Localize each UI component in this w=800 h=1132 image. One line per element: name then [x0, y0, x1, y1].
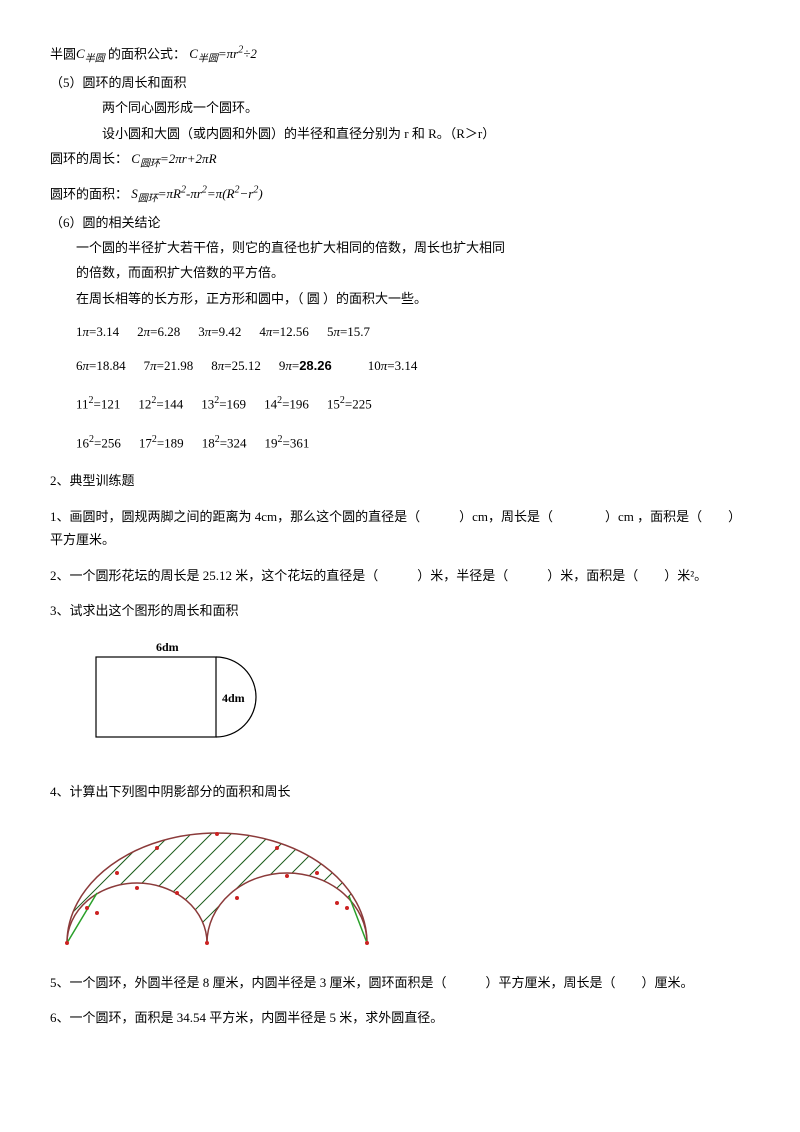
sec6-l3: 在周长相等的长方形，正方形和圆中，（ 圆 ）的面积大一些。: [50, 287, 750, 310]
sym: C半圆: [76, 46, 105, 61]
square-value: 132=169: [201, 392, 246, 416]
semicircle-formula: 半圆C半圆 的面积公式： C半圆=πr2÷2: [50, 42, 750, 69]
pi-value: 3π=9.42: [198, 320, 241, 343]
q3-diagram: 6dm 4dm: [76, 637, 750, 764]
square-value: 152=225: [327, 392, 372, 416]
squares-row-1: 112=121 122=144 132=169 142=196 152=225: [76, 392, 750, 416]
sec6-l1: 一个圆的半径扩大若干倍，则它的直径也扩大相同的倍数，周长也扩大相同: [50, 236, 750, 259]
question-5: 5、一个圆环，外圆半径是 8 厘米，内圆半径是 3 厘米，圆环面积是（ ）平方厘…: [50, 971, 750, 994]
question-3: 3、试求出这个图形的周长和面积: [50, 599, 750, 622]
text: 的面积公式：: [108, 46, 186, 61]
square-value: 182=324: [202, 431, 247, 455]
question-2: 2、一个圆形花坛的周长是 25.12 米，这个花坛的直径是（ ）米，半径是（ ）…: [50, 564, 750, 587]
pi-value: 7π=21.98: [144, 354, 194, 377]
pi-value-9: 9π=28.26: [279, 354, 350, 377]
sec5-title: （5）圆环的周长和面积: [50, 71, 750, 94]
q4-svg: [57, 818, 397, 948]
q3-svg: 6dm 4dm: [76, 637, 316, 757]
prefix: 圆环的周长：: [50, 151, 128, 166]
question-4: 4、计算出下列图中阴影部分的面积和周长: [50, 780, 750, 803]
rhs: S圆环=πR2-πr2=π(R2−r2): [131, 186, 262, 201]
pi-value: 10π=3.14: [368, 354, 418, 377]
rect: [96, 657, 216, 737]
square-value: 142=196: [264, 392, 309, 416]
pi-value: 4π=12.56: [259, 320, 309, 343]
sec5-l2: 设小圆和大圆（或内圆和外圆）的半径和直径分别为 r 和 R。（R＞r）: [50, 122, 750, 145]
square-value: 122=144: [138, 392, 183, 416]
question-1: 1、画圆时，圆规两脚之间的距离为 4cm，那么这个圆的直径是（ ）cm，周长是（…: [50, 505, 750, 552]
text: 半圆: [50, 46, 76, 61]
ring-perimeter: 圆环的周长： C圆环=2πr+2πR: [50, 147, 750, 174]
question-6: 6、一个圆环，面积是 34.54 平方米，内圆半径是 5 米，求外圆直径。: [50, 1006, 750, 1029]
pi-value: 2π=6.28: [137, 320, 180, 343]
squares-row-2: 162=256 172=189 182=324 192=361: [76, 431, 750, 455]
ring-area: 圆环的面积： S圆环=πR2-πr2=π(R2−r2): [50, 182, 750, 209]
pi-value: 8π=25.12: [211, 354, 261, 377]
top-label: 6dm: [156, 640, 179, 654]
sec6-title: （6）圆的相关结论: [50, 211, 750, 234]
right-label: 4dm: [222, 691, 245, 705]
rhs: C圆环=2πr+2πR: [131, 151, 216, 166]
pi-row-2: 6π=18.84 7π=21.98 8π=25.12 9π=28.26 10π=3.14: [76, 354, 750, 377]
prefix: 圆环的面积：: [50, 186, 128, 201]
pi-value: 6π=18.84: [76, 354, 126, 377]
square-value: 162=256: [76, 431, 121, 455]
inner-arc-left: [67, 883, 207, 943]
square-value: 172=189: [139, 431, 184, 455]
hatching: [57, 818, 397, 948]
square-value: 112=121: [76, 392, 120, 416]
sec5-l1: 两个同心圆形成一个圆环。: [50, 96, 750, 119]
pi-value: 1π=3.14: [76, 320, 119, 343]
rhs: C半圆=πr2÷2: [189, 46, 257, 61]
pi-row-1: 1π=3.14 2π=6.28 3π=9.42 4π=12.56 5π=15.7: [76, 320, 750, 343]
section2-heading: 2、典型训练题: [50, 469, 750, 492]
square-value: 192=361: [265, 431, 310, 455]
q4-diagram: [57, 818, 751, 955]
pi-value: 5π=15.7: [327, 320, 370, 343]
sec6-l2: 的倍数，而面积扩大倍数的平方倍。: [50, 261, 750, 284]
